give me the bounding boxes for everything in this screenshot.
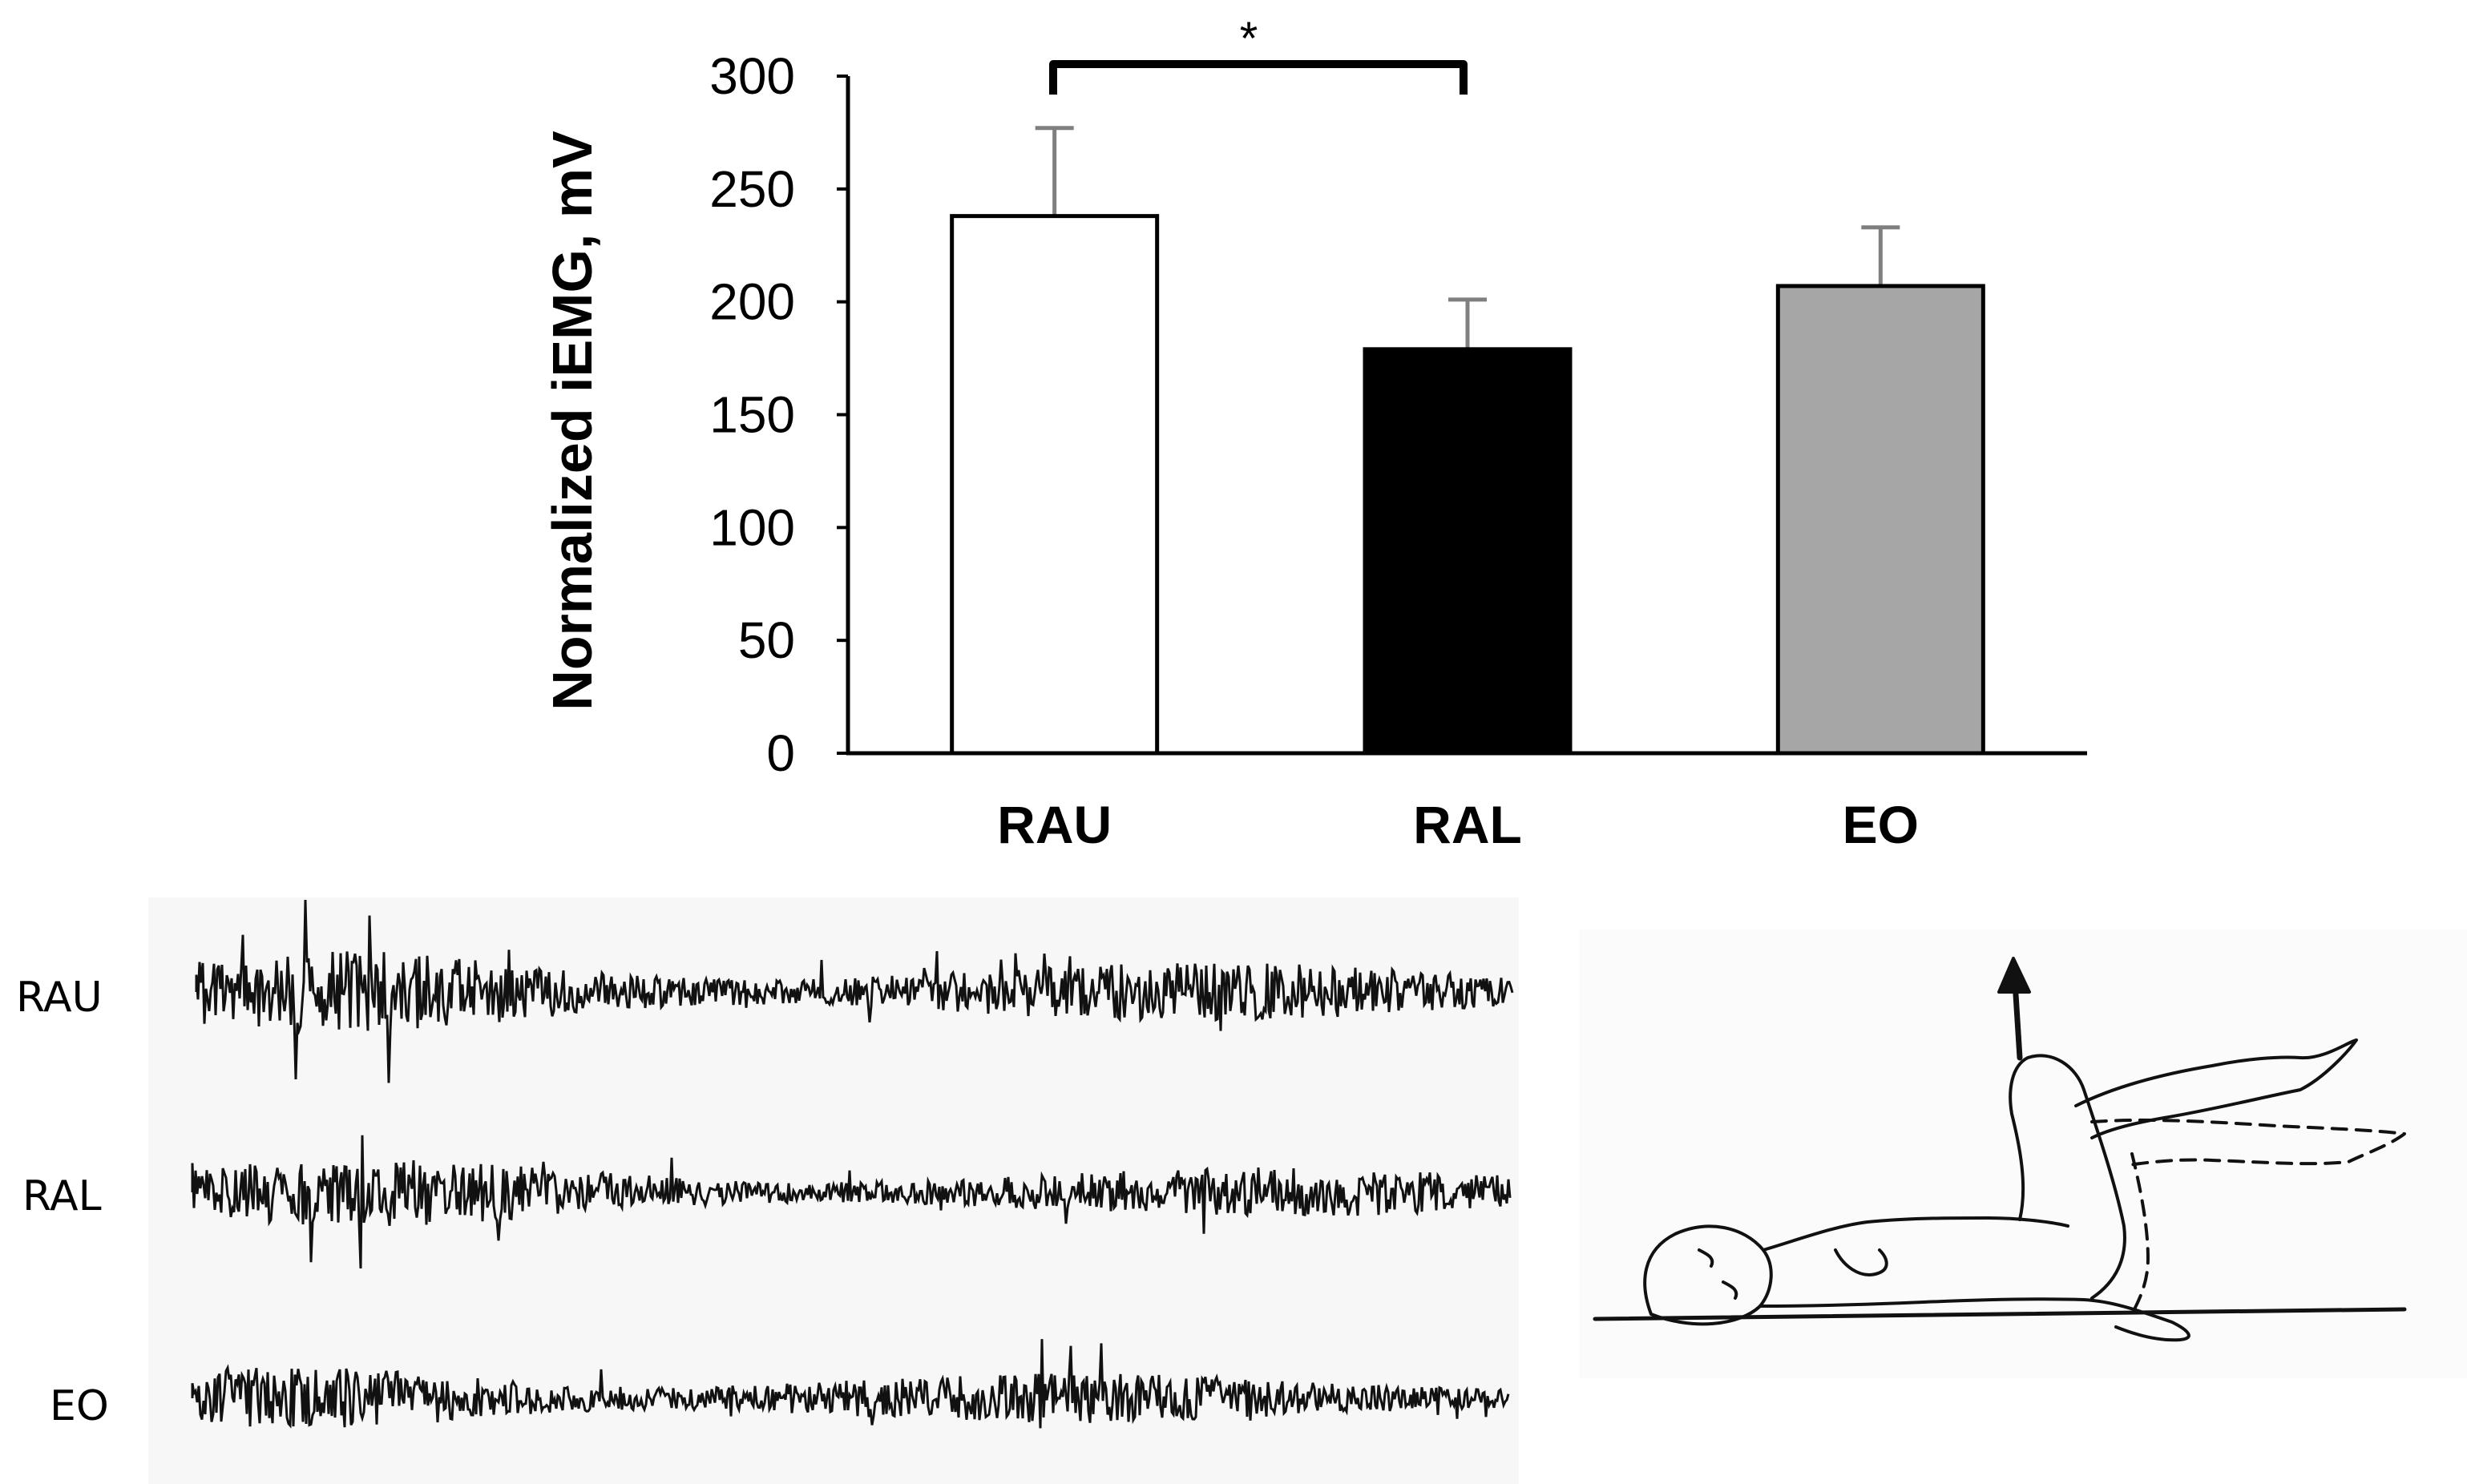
y-tick-label: 250 [709,160,795,218]
significance-bracket-line [1049,60,1468,95]
y-tick-label: 200 [709,273,795,331]
lift-arrow-shaft [2012,978,2023,1061]
x-axis-ticks: RAU RAL EO [997,795,1919,854]
lower-leg-dashed [2090,1118,2406,1167]
x-tick-label-rau: RAU [997,795,1112,854]
significance-bracket: * [1049,13,1468,95]
face [1698,1248,1738,1300]
bar-ral [1363,347,1573,756]
thigh-raised [2009,1054,2126,1300]
x-tick-label-eo: EO [1843,795,1919,854]
bar-chart: Normalized iEMG, mV 0 50 100 150 200 250 300 R… [541,13,2087,854]
thigh-dashed [2130,1152,2150,1316]
emg-traces-panel: RAU RAL EO [16,897,1519,1484]
y-tick-label: 300 [709,47,795,105]
torso-top [1762,1216,2069,1252]
emg-trace-eo [191,1339,1510,1429]
y-axis-ticks: 0 50 100 150 200 250 300 [709,47,848,782]
emg-label-ral: RAL [22,1172,102,1220]
torso-bottom [1758,1297,2190,1342]
arm [1834,1248,1888,1276]
y-tick-label: 50 [738,611,795,669]
bar-eo [1775,284,1985,756]
bars [950,126,1985,756]
y-axis-label: Normalized iEMG, mV [541,131,604,711]
x-tick-label-ral: RAL [1413,795,1522,854]
lift-arrow-head [1997,957,2031,994]
emg-label-eo: EO [50,1382,109,1430]
significance-marker: * [1240,13,1258,65]
floor-line [1593,1307,2407,1321]
bar-rau [950,214,1160,756]
illustration-background [1579,930,2467,1378]
emg-trace-ral [191,1135,1512,1269]
y-tick-label: 0 [766,724,795,782]
emg-label-rau: RAU [16,974,103,1022]
emg-trace-rau [195,899,1514,1083]
y-tick-label: 100 [709,498,795,556]
lower-leg-raised [2074,1038,2358,1139]
supine-leg-raise-figure-icon [1579,930,2467,1378]
y-tick-label: 150 [709,386,795,444]
